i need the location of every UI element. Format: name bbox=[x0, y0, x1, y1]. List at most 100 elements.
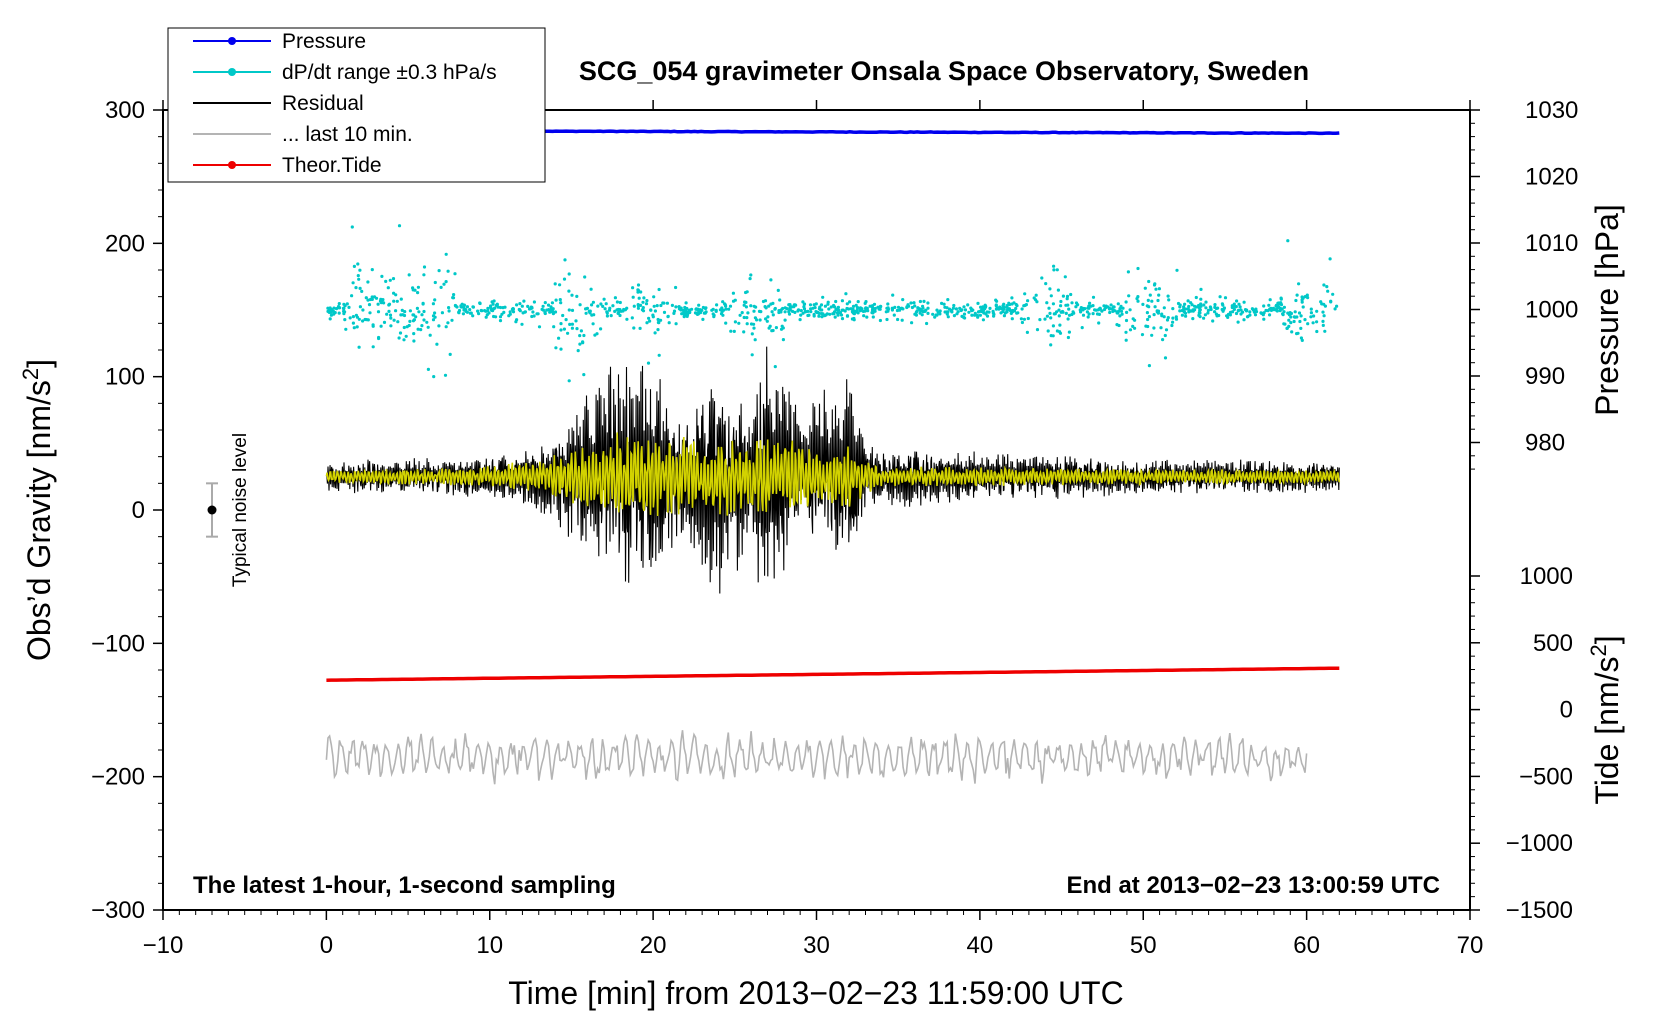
dpdt-point bbox=[1209, 307, 1213, 312]
legend-label: Pressure bbox=[282, 30, 366, 53]
dpdt-point bbox=[653, 331, 657, 335]
dpdt-point bbox=[1268, 313, 1272, 317]
dpdt-point bbox=[615, 308, 619, 312]
dpdt-point bbox=[588, 309, 592, 313]
dpdt-point bbox=[491, 302, 495, 306]
dpdt-point bbox=[371, 345, 375, 349]
dpdt-point bbox=[787, 312, 792, 316]
dpdt-point bbox=[382, 320, 387, 324]
dpdt-point bbox=[697, 303, 701, 307]
dpdt-point bbox=[1019, 317, 1024, 321]
dpdt-point bbox=[942, 302, 946, 306]
dpdt-point bbox=[1236, 309, 1240, 313]
dpdt-point bbox=[595, 332, 599, 336]
dpdt-point bbox=[1262, 304, 1266, 308]
dpdt-point bbox=[921, 310, 925, 314]
dpdt-point bbox=[1162, 306, 1166, 310]
dpdt-point bbox=[1040, 276, 1044, 280]
dpdt-point bbox=[1066, 335, 1070, 340]
dpdt-point bbox=[431, 302, 435, 306]
dpdt-point bbox=[834, 299, 838, 304]
dpdt-point bbox=[404, 334, 408, 338]
dpdt-point bbox=[1152, 313, 1156, 317]
noise-level-marker bbox=[206, 482, 219, 538]
dpdt-point bbox=[1328, 257, 1332, 261]
dpdt-point bbox=[943, 305, 947, 309]
dpdt-point bbox=[1097, 321, 1101, 325]
dpdt-point bbox=[1279, 301, 1283, 305]
dpdt-point bbox=[1124, 318, 1129, 323]
dpdt-point bbox=[537, 325, 542, 329]
dpdt-point bbox=[416, 327, 420, 331]
dpdt-point bbox=[1047, 306, 1051, 310]
dpdt-point bbox=[1242, 318, 1246, 322]
dpdt-point bbox=[1011, 308, 1015, 313]
dpdt-point bbox=[753, 316, 758, 320]
dpdt-point bbox=[559, 328, 563, 332]
dpdt-point bbox=[358, 305, 362, 309]
dpdt-point bbox=[987, 310, 991, 314]
dpdt-point bbox=[829, 305, 833, 309]
dpdt-point bbox=[1186, 299, 1190, 303]
dpdt-point bbox=[1300, 338, 1304, 342]
dpdt-point bbox=[420, 313, 424, 317]
dpdt-point bbox=[765, 319, 769, 323]
dpdt-point bbox=[892, 313, 896, 317]
dpdt-point bbox=[1213, 310, 1217, 314]
dpdt-point bbox=[615, 300, 620, 304]
dpdt-point bbox=[1166, 294, 1170, 298]
dpdt-point bbox=[914, 310, 919, 314]
dpdt-point bbox=[946, 298, 950, 302]
dpdt-point bbox=[977, 310, 981, 314]
dpdt-point bbox=[873, 306, 877, 311]
dpdt-point bbox=[1260, 311, 1264, 315]
dpdt-point bbox=[1217, 313, 1221, 318]
dpdt-point bbox=[845, 314, 850, 318]
dpdt-point bbox=[648, 319, 652, 323]
dpdt-point bbox=[1026, 299, 1030, 303]
dpdt-point bbox=[832, 305, 837, 309]
dpdt-point bbox=[1300, 295, 1304, 299]
dpdt-point bbox=[1293, 310, 1297, 314]
dpdt-point bbox=[1152, 283, 1157, 287]
dpdt-point bbox=[1081, 306, 1085, 311]
dpdt-point bbox=[749, 273, 753, 277]
dpdt-point bbox=[498, 319, 503, 323]
dpdt-point bbox=[520, 304, 524, 308]
dpdt-point bbox=[783, 318, 787, 322]
dpdt-point bbox=[511, 307, 515, 311]
dpdt-point bbox=[1296, 331, 1300, 335]
dpdt-point bbox=[1175, 268, 1179, 272]
dpdt-point bbox=[1093, 308, 1097, 312]
dpdt-point bbox=[1055, 329, 1059, 333]
dpdt-point bbox=[935, 313, 939, 317]
dpdt-point bbox=[636, 290, 640, 294]
dpdt-point bbox=[840, 317, 845, 321]
dpdt-point bbox=[1250, 307, 1254, 311]
dpdt-point bbox=[367, 303, 372, 307]
dpdt-point bbox=[1329, 300, 1333, 304]
dpdt-point bbox=[498, 305, 503, 310]
dpdt-point bbox=[833, 315, 837, 319]
dpdt-point bbox=[746, 311, 750, 315]
dpdt-point bbox=[657, 321, 661, 325]
dpdt-point bbox=[1299, 314, 1303, 318]
dpdt-point bbox=[605, 310, 609, 314]
dpdt-point bbox=[386, 286, 390, 290]
dpdt-point bbox=[1269, 306, 1273, 310]
dpdt-point bbox=[1127, 294, 1131, 298]
x-tick-label: −10 bbox=[143, 932, 184, 959]
dpdt-point bbox=[849, 307, 853, 311]
dpdt-point bbox=[773, 365, 777, 369]
dpdt-point bbox=[1009, 311, 1013, 315]
dpdt-point bbox=[779, 327, 784, 331]
dpdt-point bbox=[820, 315, 824, 319]
dpdt-point bbox=[564, 318, 568, 322]
x-tick-label: 0 bbox=[320, 932, 333, 959]
dpdt-point bbox=[878, 307, 882, 311]
dpdt-point bbox=[1174, 315, 1178, 319]
dpdt-point bbox=[448, 352, 452, 356]
dpdt-point bbox=[711, 312, 715, 316]
pressure-tick-label: 1010 bbox=[1525, 230, 1578, 257]
dpdt-point bbox=[662, 301, 666, 305]
